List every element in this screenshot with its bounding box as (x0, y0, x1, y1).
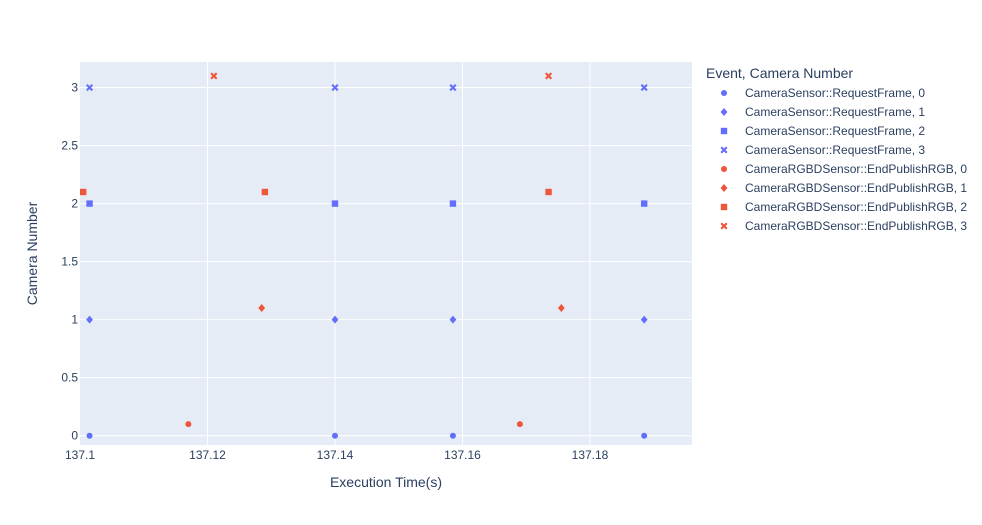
y-tick-label: 0.5 (61, 371, 78, 385)
data-point (331, 315, 339, 324)
legend-marker (721, 166, 727, 172)
data-point (79, 188, 87, 196)
y-tick-label: 2 (71, 197, 78, 211)
x-axis-title: Execution Time(s) (330, 474, 442, 490)
data-point (258, 304, 266, 313)
legend-label: CameraRGBDSensor::EndPublishRGB, 1 (745, 181, 967, 195)
data-point (449, 315, 457, 324)
data-point (86, 200, 93, 207)
data-point (516, 421, 523, 428)
legend-label: CameraSensor::RequestFrame, 2 (745, 124, 925, 138)
legend-marker (720, 184, 728, 192)
x-tick-label: 137.1 (65, 448, 95, 462)
legend-label: CameraRGBDSensor::EndPublishRGB, 0 (745, 162, 967, 176)
data-point (449, 83, 457, 92)
legend-item[interactable]: CameraRGBDSensor::EndPublishRGB, 3 (720, 219, 967, 233)
legend-item[interactable]: CameraSensor::RequestFrame, 0 (721, 86, 925, 100)
plot-area (80, 62, 692, 445)
legend-marker (720, 127, 728, 135)
data-point (86, 315, 93, 324)
y-axis-ticks: 0 0.5 1 1.5 2 2.5 3 (61, 81, 78, 443)
legend-marker (720, 146, 728, 154)
y-tick-label: 2.5 (61, 139, 78, 153)
legend-marker (721, 90, 727, 96)
data-point (449, 200, 457, 207)
legend[interactable]: Event, Camera Number CameraSensor::Reque… (706, 65, 967, 233)
x-tick-label: 137.16 (444, 448, 481, 462)
data-point (331, 83, 339, 92)
legend-marker (720, 108, 728, 116)
data-point (640, 315, 648, 324)
legend-marker (720, 203, 728, 211)
y-tick-label: 1.5 (61, 255, 78, 269)
data-point (545, 188, 552, 196)
legend-item[interactable]: CameraSensor::RequestFrame, 1 (720, 105, 926, 119)
data-point (641, 432, 648, 439)
y-tick-label: 3 (71, 81, 78, 95)
legend-title: Event, Camera Number (706, 65, 853, 81)
legend-item[interactable]: CameraSensor::RequestFrame, 2 (720, 124, 926, 138)
data-point (210, 72, 218, 80)
grid-lines (80, 62, 692, 445)
legend-label: CameraRGBDSensor::EndPublishRGB, 3 (745, 219, 967, 233)
data-point (640, 83, 648, 92)
legend-label: CameraSensor::RequestFrame, 0 (745, 86, 925, 100)
data-point (557, 304, 565, 313)
data-points (79, 72, 648, 439)
data-point (331, 200, 339, 207)
y-tick-label: 0 (71, 429, 78, 443)
legend-item[interactable]: CameraRGBDSensor::EndPublishRGB, 2 (720, 200, 968, 214)
x-tick-label: 137.14 (317, 448, 354, 462)
data-point (545, 72, 553, 80)
data-point (261, 188, 269, 196)
legend-item[interactable]: CameraRGBDSensor::EndPublishRGB, 1 (720, 181, 968, 195)
data-point (640, 200, 648, 207)
data-point (449, 432, 456, 439)
y-tick-label: 1 (71, 313, 78, 327)
data-point (86, 432, 93, 439)
legend-label: CameraSensor::RequestFrame, 3 (745, 143, 925, 157)
data-point (332, 432, 338, 439)
x-axis-ticks: 137.1 137.12 137.14 137.16 137.18 (65, 448, 609, 462)
y-axis-title: Camera Number (24, 201, 40, 305)
legend-item[interactable]: CameraSensor::RequestFrame, 3 (720, 143, 925, 157)
legend-item[interactable]: CameraRGBDSensor::EndPublishRGB, 0 (721, 162, 967, 176)
legend-label: CameraRGBDSensor::EndPublishRGB, 2 (745, 200, 967, 214)
data-point (185, 421, 192, 428)
legend-marker (720, 222, 728, 230)
data-point (86, 83, 94, 92)
legend-label: CameraSensor::RequestFrame, 1 (745, 105, 925, 119)
x-tick-label: 137.18 (572, 448, 609, 462)
x-tick-label: 137.12 (189, 448, 226, 462)
